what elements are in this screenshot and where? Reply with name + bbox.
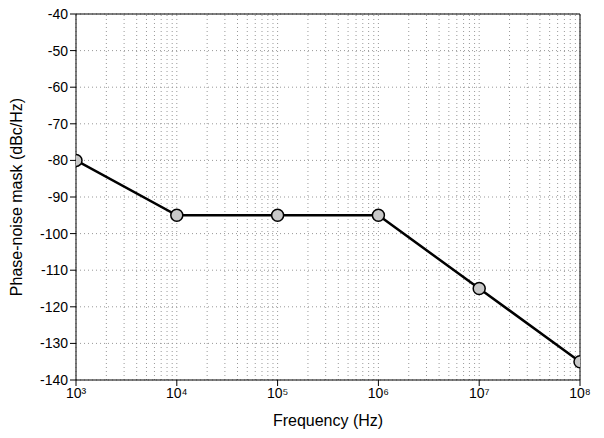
svg-text:Phase-noise mask (dBc/Hz): Phase-noise mask (dBc/Hz) [8,98,25,296]
svg-text:-120: -120 [40,299,68,315]
svg-text:-100: -100 [40,226,68,242]
svg-text:-60: -60 [48,79,68,95]
svg-text:-50: -50 [48,43,68,59]
svg-text:Frequency (Hz): Frequency (Hz) [273,412,383,429]
svg-text:-130: -130 [40,335,68,351]
svg-text:10³: 10³ [66,385,87,401]
svg-text:-90: -90 [48,189,68,205]
svg-text:-70: -70 [48,116,68,132]
svg-text:10⁶: 10⁶ [368,385,389,401]
svg-text:10⁷: 10⁷ [469,385,490,401]
svg-text:-40: -40 [48,8,68,22]
svg-text:-110: -110 [41,262,68,278]
svg-text:10⁵: 10⁵ [267,385,288,401]
svg-text:10⁴: 10⁴ [166,385,188,401]
svg-text:-140: -140 [40,372,68,388]
svg-text:-80: -80 [48,152,68,168]
svg-text:10⁸: 10⁸ [569,385,591,401]
